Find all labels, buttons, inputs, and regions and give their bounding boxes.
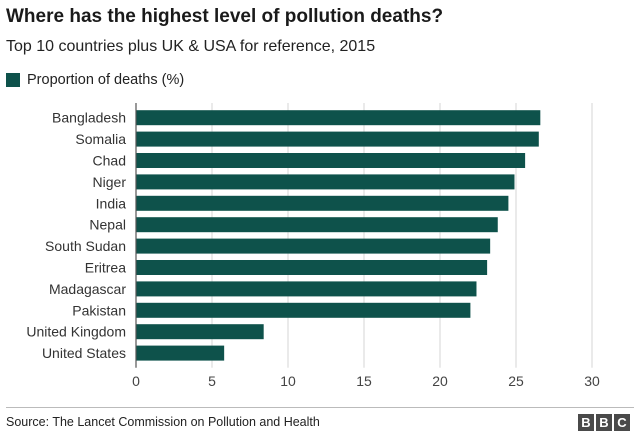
bar	[136, 153, 526, 168]
bar	[136, 131, 539, 147]
bar	[136, 302, 471, 318]
y-tick-label: Madagascar	[49, 281, 126, 297]
y-tick-label: Bangladesh	[52, 110, 126, 126]
bar	[136, 281, 477, 297]
bar	[136, 238, 491, 254]
chart-subtitle: Top 10 countries plus UK & USA for refer…	[6, 38, 376, 55]
x-tick-label: 30	[584, 373, 600, 389]
source-note: Source: The Lancet Commission on Polluti…	[6, 415, 320, 429]
bar	[136, 324, 264, 340]
legend-swatch	[6, 73, 20, 87]
chart-title: Where has the highest level of pollution…	[6, 6, 444, 27]
bar	[136, 260, 488, 275]
y-tick-label: Chad	[93, 153, 126, 169]
footer-divider	[6, 407, 634, 408]
y-tick-label: Pakistan	[72, 302, 126, 318]
y-tick-label: Somalia	[75, 131, 126, 147]
legend-label: Proportion of deaths (%)	[27, 72, 185, 88]
bbc-logo: B B C	[578, 414, 630, 431]
x-tick-label: 10	[280, 373, 296, 389]
x-tick-label: 20	[432, 373, 448, 389]
legend: Proportion of deaths (%)	[6, 72, 184, 88]
bar	[136, 110, 541, 126]
y-tick-label: Eritrea	[85, 260, 126, 276]
bar	[136, 195, 509, 211]
x-tick-label: 15	[356, 373, 372, 389]
bbc-logo-letter: B	[578, 414, 594, 431]
y-tick-label: Nepal	[89, 217, 126, 233]
x-tick-label: 5	[208, 373, 216, 389]
y-tick-label: United States	[42, 345, 126, 361]
y-tick-label: India	[96, 195, 127, 211]
x-tick-label: 0	[132, 373, 140, 389]
bar	[136, 217, 498, 233]
bbc-logo-letter: B	[596, 414, 612, 431]
x-tick-label: 25	[508, 373, 524, 389]
y-tick-label: United Kingdom	[26, 324, 126, 340]
bar	[136, 345, 225, 361]
y-tick-label: South Sudan	[45, 238, 126, 254]
y-tick-label: Niger	[93, 174, 127, 190]
bar	[136, 174, 515, 190]
bbc-logo-letter: C	[614, 414, 630, 431]
